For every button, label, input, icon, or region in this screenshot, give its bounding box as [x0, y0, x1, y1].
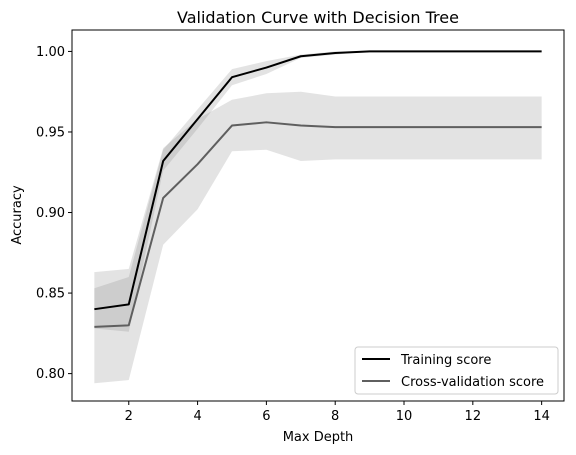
training-score-line — [94, 50, 542, 311]
cross-validation-score-line — [94, 121, 542, 328]
y-tick-label: 0.85 — [36, 287, 65, 302]
confidence-bands — [94, 51, 542, 384]
chart-title: Validation Curve with Decision Tree — [177, 8, 459, 27]
legend-box — [354, 346, 559, 395]
x-tick-label: 14 — [533, 409, 550, 424]
legend-label-cv: Cross-validation score — [401, 375, 544, 390]
x-tick-label: 12 — [465, 409, 482, 424]
plot-frame — [71, 29, 565, 402]
x-axis-label: Max Depth — [283, 430, 354, 445]
y-axis-ticks: 0.80 0.85 0.90 0.95 1.00 — [36, 45, 72, 382]
x-tick-label: 6 — [262, 409, 270, 424]
x-tick-label: 4 — [193, 409, 201, 424]
x-axis-ticks: 2 4 6 8 10 12 14 — [125, 401, 550, 424]
x-tick-label: 10 — [396, 409, 413, 424]
y-tick-label: 1.00 — [36, 45, 65, 60]
y-axis-label: Accuracy — [10, 185, 25, 245]
x-tick-label: 2 — [125, 409, 133, 424]
legend: Training score Cross-validation score — [354, 346, 559, 395]
y-tick-label: 0.80 — [36, 367, 65, 382]
legend-label-training: Training score — [400, 353, 491, 368]
y-tick-label: 0.95 — [36, 125, 65, 140]
x-tick-label: 8 — [331, 409, 339, 424]
y-tick-label: 0.90 — [36, 206, 65, 221]
cross-validation-std-band — [94, 91, 542, 384]
series-lines — [94, 50, 542, 328]
